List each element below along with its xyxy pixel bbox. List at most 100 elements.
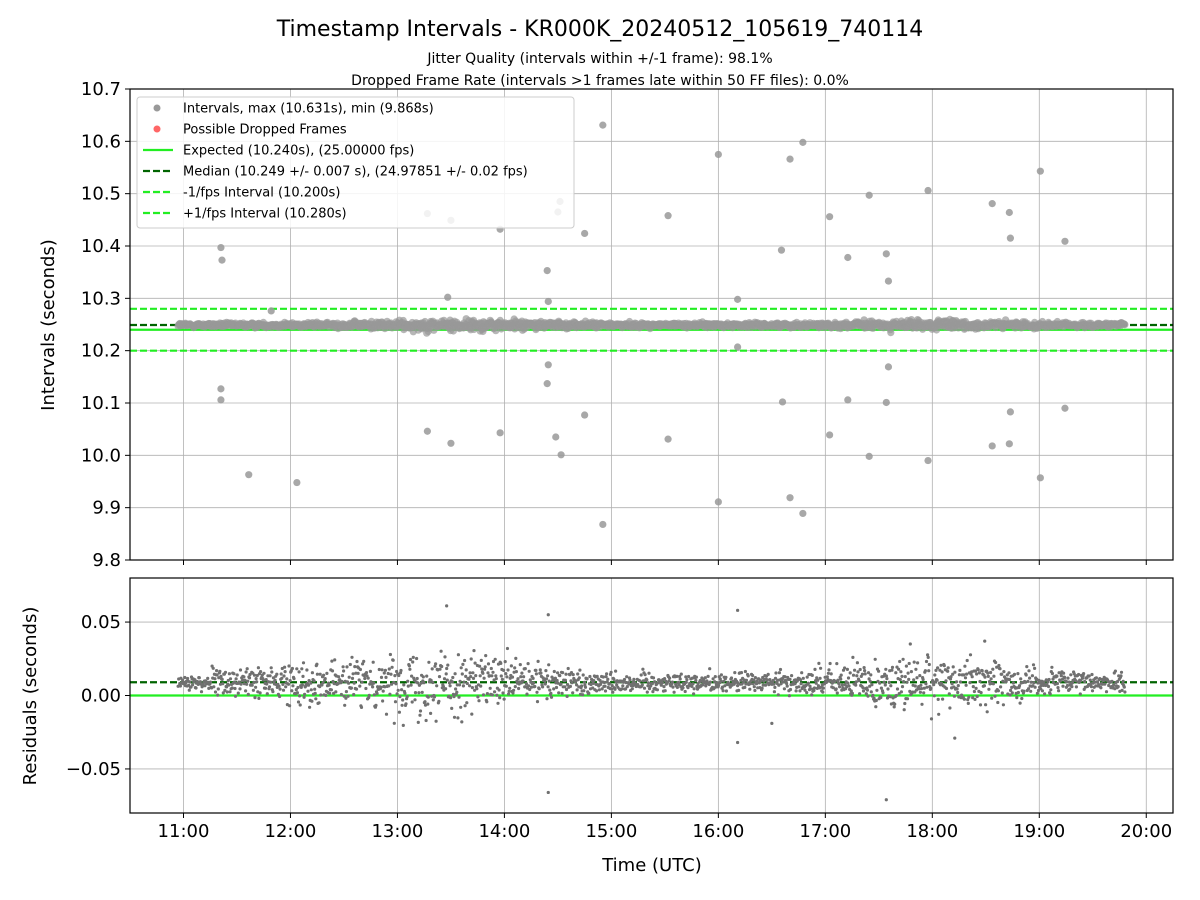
residual-point [937, 712, 941, 716]
residual-point [381, 699, 385, 703]
residual-point [785, 684, 789, 688]
residual-point [223, 688, 227, 693]
residual-point [944, 679, 948, 683]
residual-point [1061, 684, 1065, 688]
residual-point [371, 660, 375, 664]
residual-point [972, 689, 977, 694]
residual-point [459, 705, 463, 709]
legend-label-2: Expected (10.240s), (25.00000 fps) [183, 144, 414, 159]
residual-point [251, 688, 255, 692]
residual-point [1055, 682, 1059, 686]
residual-point [516, 677, 520, 681]
residual-point [481, 693, 486, 697]
residual-point [482, 676, 486, 680]
residual-point [854, 680, 858, 684]
residual-point [461, 662, 465, 667]
residual-point [1074, 685, 1078, 689]
residual-point [253, 696, 257, 700]
residual-point [965, 672, 969, 676]
residual-point [196, 682, 200, 687]
residual-point [787, 694, 792, 698]
residual-point [884, 674, 889, 678]
residual-point [976, 668, 980, 672]
residual-point [588, 674, 592, 679]
residual-point [254, 685, 258, 689]
residual-point [533, 684, 537, 689]
residual-point [310, 699, 314, 703]
residual-point [1063, 675, 1067, 680]
residual-point [519, 675, 523, 679]
residual-point [912, 660, 916, 664]
residual-point [361, 662, 365, 666]
residual-point [450, 680, 454, 684]
residual-point [879, 686, 884, 690]
residual-point [836, 678, 840, 682]
residual-point [821, 686, 826, 690]
residual-point [410, 674, 414, 678]
residual-point [645, 678, 649, 682]
residual-point [503, 660, 507, 664]
residual-point [754, 682, 759, 686]
residual-point [448, 684, 452, 688]
residual-point [434, 662, 438, 666]
residual-point [1120, 688, 1124, 693]
residual-point [430, 667, 434, 671]
residual-point [971, 685, 975, 689]
residual-point [1032, 681, 1036, 685]
residual-point [485, 692, 489, 696]
residual-point [624, 687, 628, 691]
residual-point [1123, 690, 1127, 694]
residual-point [437, 675, 442, 679]
residual-point [864, 692, 868, 696]
residual-point [655, 688, 660, 692]
residual-point [514, 656, 518, 661]
residuals-y-label: Residuals (seconds) [20, 607, 41, 786]
residual-point [1069, 673, 1073, 677]
residual-point [849, 689, 853, 693]
residual-point [422, 681, 426, 685]
residual-point [520, 671, 524, 675]
residual-point [215, 669, 219, 673]
residual-point [352, 681, 356, 685]
residual-point [919, 687, 924, 691]
residual-point [628, 678, 632, 682]
interval-outlier-20 [552, 433, 560, 441]
residual-point [302, 695, 306, 699]
residual-point [778, 667, 783, 672]
residual-point [947, 692, 951, 696]
residual-point [643, 673, 647, 677]
residual-point [502, 668, 506, 673]
residual-point [969, 672, 973, 676]
residual-point [736, 684, 740, 688]
residual-point [507, 692, 511, 696]
interval-outlier-30 [734, 295, 742, 303]
residual-point [439, 649, 443, 653]
residual-point [1082, 672, 1086, 676]
residual-point [208, 680, 213, 684]
residual-point [915, 676, 919, 680]
residual-point [601, 675, 605, 679]
residual-point [398, 695, 402, 699]
residual-point [812, 688, 816, 693]
residual-point [465, 681, 469, 686]
residual-point [724, 675, 728, 679]
interval-outlier-49 [924, 456, 932, 465]
residual-point [479, 658, 483, 663]
residual-point [269, 680, 273, 684]
residual-point [848, 671, 852, 675]
residual-point [829, 672, 833, 676]
residual-point [265, 692, 269, 696]
residual-point [211, 666, 215, 670]
residual-point [337, 675, 341, 679]
residual-point [203, 684, 207, 688]
residual-point [853, 668, 857, 672]
residual-point [566, 666, 570, 671]
residual-point [989, 677, 993, 681]
residual-point [298, 703, 302, 707]
interval-outlier-11 [444, 293, 452, 301]
residual-point [285, 677, 289, 681]
residual-point [900, 674, 904, 679]
residual-point [421, 675, 425, 679]
residual-point [1007, 677, 1012, 682]
residual-point [353, 665, 357, 669]
